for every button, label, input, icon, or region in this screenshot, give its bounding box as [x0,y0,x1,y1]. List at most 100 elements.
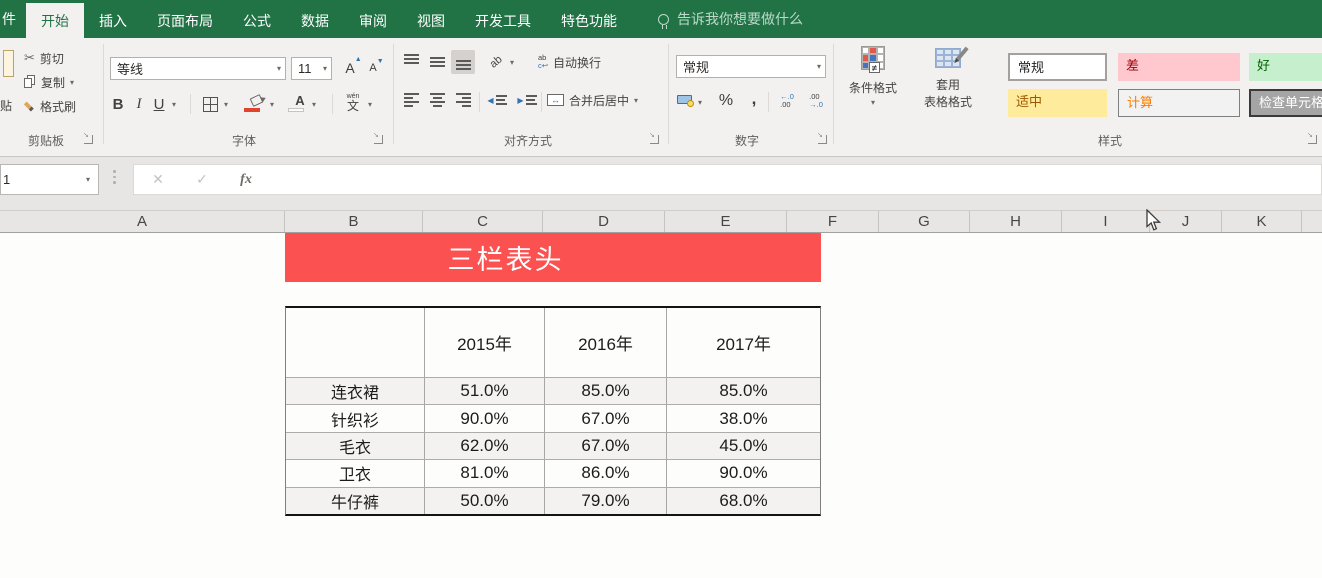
column-header-h[interactable]: H [970,211,1062,232]
merge-dropdown[interactable]: ▾ [634,95,639,105]
value-cell[interactable]: 67.0% [544,432,666,460]
clipboard-dialog-launcher[interactable] [83,131,93,144]
column-header-d[interactable]: D [543,211,665,232]
orientation-dropdown[interactable]: ▾ [510,58,515,67]
column-header-b[interactable]: B [285,211,423,232]
value-cell[interactable]: 81.0% [424,460,544,487]
row-label-cell[interactable]: 毛衣 [338,439,371,457]
tab-view[interactable]: 视图 [417,12,445,29]
orientation-button[interactable]: ab [484,50,508,74]
cell-style-neutral[interactable]: 适中 [1008,89,1107,117]
cut-button[interactable]: ✂ 剪切 [24,50,64,66]
increase-decimal-button[interactable]: ←.0 .00 [773,89,801,113]
align-top-button[interactable] [399,50,423,74]
accounting-dropdown[interactable]: ▾ [698,98,703,107]
column-header-k[interactable]: K [1222,211,1302,232]
borders-dropdown[interactable]: ▾ [224,100,229,109]
fill-color-dropdown[interactable]: ▾ [270,100,275,109]
worksheet[interactable]: 三栏表头 2015年 2016年 2017年 连衣裙 51.0% 85.0% 8… [0,233,1322,578]
align-bottom-button[interactable] [451,50,475,74]
row-label-cell[interactable]: 连衣裙 [330,385,379,403]
value-cell[interactable]: 90.0% [666,460,820,487]
decrease-font-size-button[interactable]: A ▼ [361,56,385,80]
font-color-button[interactable]: A [288,88,312,112]
cell-style-check-cell[interactable]: 检查单元格 [1249,89,1322,117]
chevron-down-icon[interactable]: ▾ [70,77,75,87]
paste-icon[interactable] [3,50,14,77]
tab-home[interactable]: 开始 [26,3,84,38]
phonetic-dropdown[interactable]: ▾ [368,100,373,109]
bold-button[interactable]: B [112,95,124,113]
row-label-cell[interactable]: 针织衫 [330,412,379,430]
align-right-button[interactable] [451,88,475,112]
column-header-j[interactable]: J [1150,211,1222,232]
table-title-banner[interactable]: 三栏表头 [285,233,821,282]
phonetic-guide-button[interactable]: wén 文 [341,90,365,114]
merge-center-button[interactable]: ↔ 合并后居中 ▾ [547,89,638,111]
font-color-dropdown[interactable]: ▾ [312,100,317,109]
table-header-cell[interactable] [286,308,424,377]
wrap-text-button[interactable]: ab c↩ 自动换行 [538,53,602,70]
enter-button[interactable]: ✓ [186,165,218,194]
name-box-dropdown[interactable]: ▾ [85,175,90,184]
tab-formulas[interactable]: 公式 [243,12,271,29]
value-cell[interactable]: 85.0% [544,378,666,405]
table-header-cell[interactable]: 2017年 [666,308,820,377]
cell-style-good[interactable]: 好 [1249,53,1322,81]
column-header-g[interactable]: G [879,211,970,232]
format-painter-button[interactable]: 格式刷 [24,95,76,117]
value-cell[interactable]: 79.0% [544,487,666,514]
comma-style-button[interactable]: , [742,87,766,111]
column-header-e[interactable]: E [665,211,787,232]
borders-button[interactable] [198,92,222,116]
accounting-format-button[interactable] [674,89,696,113]
cell-style-calculation[interactable]: 计算 [1118,89,1240,117]
value-cell[interactable]: 51.0% [424,378,544,405]
decrease-decimal-button[interactable]: .00 →.0 [802,89,830,113]
table-header-cell[interactable]: 2016年 [544,308,666,377]
align-center-button[interactable] [425,88,449,112]
number-dialog-launcher[interactable] [817,131,827,144]
tab-special-features[interactable]: 特色功能 [561,12,617,29]
value-cell[interactable]: 45.0% [666,432,820,460]
formula-bar-drag-handle[interactable] [113,170,116,184]
increase-indent-button[interactable]: ▶ [514,88,540,112]
value-cell[interactable]: 86.0% [544,460,666,487]
column-header-partial[interactable] [1302,211,1322,232]
paste-button-partial[interactable]: 贴 [0,98,13,113]
value-cell[interactable]: 62.0% [424,432,544,460]
column-header-f[interactable]: F [787,211,879,232]
insert-function-button[interactable]: fx [230,165,262,194]
value-cell[interactable]: 68.0% [666,487,820,514]
tab-developer[interactable]: 开发工具 [475,12,531,29]
underline-button[interactable]: U [153,95,165,113]
number-format-select[interactable]: 常规 ▾ [676,55,826,78]
name-box[interactable]: 1 ▾ [0,164,99,195]
cancel-button[interactable]: ✕ [142,165,174,194]
italic-button[interactable]: I [136,95,142,112]
column-header-c[interactable]: C [423,211,543,232]
decrease-indent-button[interactable]: ◀ [484,88,510,112]
fill-color-button[interactable] [244,88,268,112]
tab-page-layout[interactable]: 页面布局 [157,12,213,29]
tell-me-box[interactable]: 告诉我你想要做什么 [658,0,803,38]
tab-insert[interactable]: 插入 [99,12,127,29]
value-cell[interactable]: 38.0% [666,405,820,432]
cell-style-bad[interactable]: 差 [1118,53,1240,81]
formula-input[interactable] [274,167,1314,192]
tab-data[interactable]: 数据 [301,12,329,29]
value-cell[interactable]: 85.0% [666,378,820,405]
font-dialog-launcher[interactable] [373,131,383,144]
value-cell[interactable]: 90.0% [424,405,544,432]
align-middle-button[interactable] [425,50,449,74]
percent-style-button[interactable]: % [714,89,738,113]
row-label-cell[interactable]: 卫衣 [338,467,371,485]
cell-style-normal[interactable]: 常规 [1008,53,1107,81]
styles-dialog-launcher[interactable] [1307,131,1317,144]
underline-dropdown[interactable]: ▾ [172,100,177,109]
format-as-table-button[interactable]: 套用 表格格式 [912,46,984,110]
value-cell[interactable]: 50.0% [424,487,544,514]
table-header-cell[interactable]: 2015年 [424,308,544,377]
conditional-formatting-button[interactable]: ≠ 条件格式 ▾ [838,46,908,107]
copy-button[interactable]: 复制 ▾ [24,71,74,93]
